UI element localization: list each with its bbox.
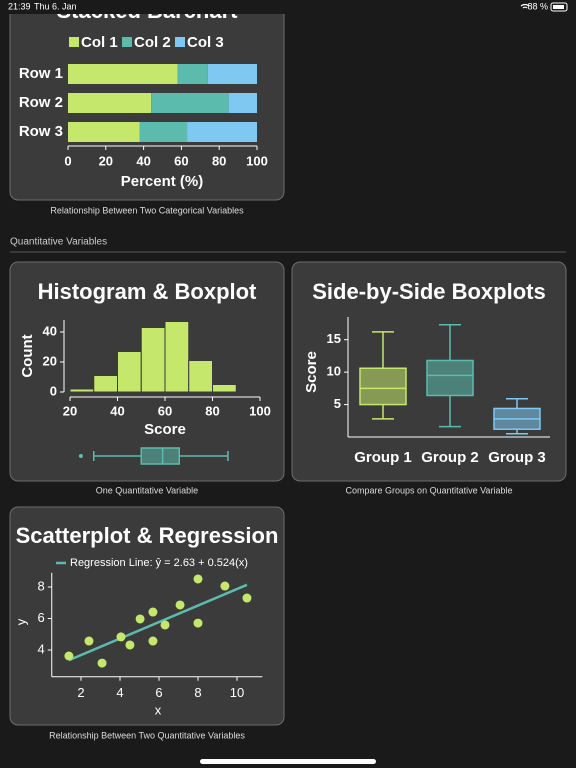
point (242, 593, 252, 603)
point (116, 632, 126, 642)
outlier (78, 454, 83, 458)
x-tick-label: 0 (64, 153, 71, 168)
point (160, 620, 170, 630)
x-tick-label: 4 (116, 685, 123, 700)
chart-title: Side-by-Side Boxplots (312, 279, 545, 304)
battery-icon (550, 2, 568, 12)
histogram-bar (140, 327, 166, 393)
section-title: Quantitative Variables (10, 237, 107, 248)
bar-segment (68, 64, 178, 84)
bar-segment (187, 122, 257, 142)
x-tick-label: 40 (136, 153, 150, 168)
card[interactable] (9, 506, 285, 726)
point (175, 600, 185, 610)
point (97, 658, 107, 668)
row-label: Row 1 (19, 65, 63, 82)
histogram-bar (212, 384, 237, 393)
status-time: 21:39 (8, 1, 31, 11)
x-tick-label: 20 (99, 153, 113, 168)
histogram-bar (188, 360, 213, 393)
point (64, 651, 74, 661)
y-tick-label: 8 (38, 578, 45, 593)
home-indicator[interactable] (200, 759, 376, 764)
bar-segment (177, 64, 208, 84)
x-tick-label: 60 (158, 403, 172, 418)
regression-line (68, 583, 248, 662)
histogram-bar (117, 351, 142, 393)
row-label: Row 2 (19, 94, 63, 111)
legend-label: Col 1 (81, 34, 118, 51)
point (135, 614, 145, 624)
histogram-bar (69, 388, 95, 393)
x-axis-label: Percent (%) (121, 173, 204, 190)
x-tick-label: 100 (249, 403, 271, 418)
caption: Compare Groups on Quantitative Variable (346, 485, 513, 495)
chart-title: Scatterplot & Regression (16, 523, 279, 548)
caption: One Quantitative Variable (96, 485, 198, 495)
x-axis-label: x (155, 702, 162, 717)
y-axis-label: Score (303, 351, 320, 393)
point (193, 574, 203, 584)
x-axis-label: Score (144, 421, 186, 438)
x-tick-label: 80 (205, 403, 219, 418)
status-bar (0, 0, 576, 14)
status-battery: 88 % (527, 1, 548, 11)
x-tick-label: Group 3 (488, 449, 546, 466)
histogram-bar (93, 375, 118, 393)
x-tick-label: 100 (246, 153, 268, 168)
point (125, 640, 135, 650)
bar-segment (139, 122, 188, 142)
x-tick-label: 6 (155, 685, 162, 700)
point (148, 607, 158, 617)
y-axis-label: y (13, 618, 28, 625)
bar-segment (68, 122, 140, 142)
row-label: Row 3 (19, 123, 63, 140)
y-tick-label: 0 (50, 383, 57, 398)
caption: Relationship Between Two Categorical Var… (50, 205, 244, 215)
box (140, 447, 180, 465)
y-tick-label: 10 (327, 364, 341, 379)
bar-segment (228, 93, 257, 113)
x-tick-label: Group 2 (421, 449, 479, 466)
y-tick-label: 6 (38, 610, 45, 625)
caption: Relationship Between Two Quantitative Va… (49, 730, 245, 740)
status-date: Thu 6. Jan (34, 1, 77, 11)
point (148, 636, 158, 646)
point (193, 618, 203, 628)
point (220, 581, 230, 591)
legend-swatch (122, 37, 132, 47)
x-tick-label: Group 1 (354, 449, 412, 466)
chart-title: Histogram & Boxplot (38, 279, 257, 304)
x-tick-label: 8 (194, 685, 201, 700)
bar-segment (68, 93, 152, 113)
x-tick-label: 40 (110, 403, 124, 418)
legend-label: Col 3 (187, 34, 224, 51)
y-tick-label: 5 (334, 396, 341, 411)
bar-segment (151, 93, 229, 113)
legend-label: Col 2 (134, 34, 171, 51)
y-tick-label: 4 (38, 641, 45, 656)
legend-swatch (69, 37, 79, 47)
legend-swatch (175, 37, 185, 47)
battery-level (553, 5, 564, 9)
x-tick-label: 20 (63, 403, 77, 418)
x-tick-label: 2 (77, 685, 84, 700)
bar-segment (207, 64, 257, 84)
x-tick-label: 60 (174, 153, 188, 168)
y-axis-label: Count (19, 334, 36, 377)
x-tick-label: 10 (230, 685, 244, 700)
box (359, 367, 407, 406)
y-tick-label: 40 (43, 323, 57, 338)
box (426, 359, 474, 397)
x-tick-label: 80 (212, 153, 226, 168)
y-tick-label: 20 (43, 353, 57, 368)
y-tick-label: 15 (327, 331, 341, 346)
legend-label: Regression Line: ŷ = 2.63 + 0.524(x) (70, 557, 248, 569)
point (84, 636, 94, 646)
histogram-bar (164, 321, 190, 393)
wifi-icon (520, 3, 530, 9)
